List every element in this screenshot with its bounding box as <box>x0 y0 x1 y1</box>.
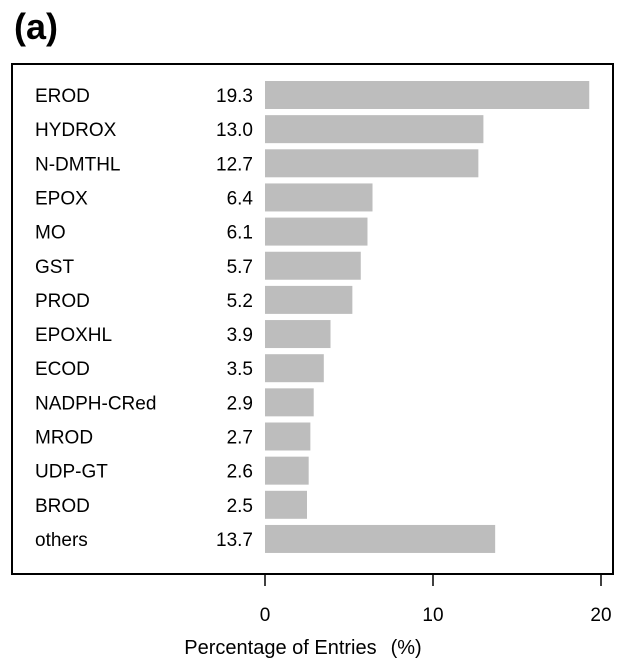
value-label-nadph-cred: 2.9 <box>227 393 253 414</box>
bar-mo <box>265 217 368 246</box>
bar-gst <box>265 251 361 280</box>
panel-label: (a) <box>14 6 58 47</box>
x-axis-label-unit: (%) <box>391 637 422 659</box>
bars-group: EROD 19.3 HYDROX 13.0 N-DMTHL 12.7 EPOX 6.4 MO 6.… <box>35 81 590 553</box>
value-label-prod: 5.2 <box>227 291 253 312</box>
category-label-brod: BROD <box>35 496 90 517</box>
category-label-mrod: MROD <box>35 428 93 449</box>
bar-ecod <box>265 354 324 383</box>
category-label-udp-gt: UDP-GT <box>35 462 108 483</box>
category-label-ecod: ECOD <box>35 359 90 380</box>
x-axis-label-text: Percentage of Entries <box>184 637 376 659</box>
bar-hydrox <box>265 115 484 144</box>
value-label-erod: 19.3 <box>216 86 253 107</box>
x-tick-label-20: 20 <box>590 605 611 626</box>
value-label-mo: 6.1 <box>227 223 253 244</box>
bar-erod <box>265 81 590 109</box>
x-axis: 0 10 20 <box>260 573 612 626</box>
value-label-n-dmthl: 12.7 <box>216 154 253 175</box>
value-label-epoxhl: 3.9 <box>227 325 253 346</box>
bar-brod <box>265 490 307 519</box>
x-tick-label-0: 0 <box>260 605 271 626</box>
bar-mrod <box>265 422 311 451</box>
x-tick-label-10: 10 <box>422 605 443 626</box>
value-label-mrod: 2.7 <box>227 428 253 449</box>
bar-others <box>265 524 496 553</box>
value-label-epox: 6.4 <box>227 188 254 209</box>
category-label-epoxhl: EPOXHL <box>35 325 112 346</box>
category-label-mo: MO <box>35 223 66 244</box>
category-label-erod: EROD <box>35 86 90 107</box>
value-label-ecod: 3.5 <box>227 359 253 380</box>
category-label-nadph-cred: NADPH-CRed <box>35 393 156 414</box>
bar-prod <box>265 285 353 314</box>
value-label-gst: 5.7 <box>227 257 253 278</box>
category-label-others: others <box>35 530 88 551</box>
category-label-n-dmthl: N-DMTHL <box>35 154 121 175</box>
value-label-udp-gt: 2.6 <box>227 462 253 483</box>
category-label-prod: PROD <box>35 291 90 312</box>
value-label-brod: 2.5 <box>227 496 253 517</box>
bar-n-dmthl <box>265 149 479 178</box>
value-label-others: 13.7 <box>216 530 253 551</box>
category-label-hydrox: HYDROX <box>35 120 117 141</box>
category-label-epox: EPOX <box>35 188 88 209</box>
bar-epox <box>265 183 373 212</box>
bar-udp-gt <box>265 456 309 485</box>
bar-epoxhl <box>265 320 331 349</box>
category-label-gst: GST <box>35 257 74 278</box>
x-axis-label: Percentage of Entries (%) <box>184 637 421 659</box>
bar-nadph-cred <box>265 388 314 417</box>
value-label-hydrox: 13.0 <box>216 120 253 141</box>
